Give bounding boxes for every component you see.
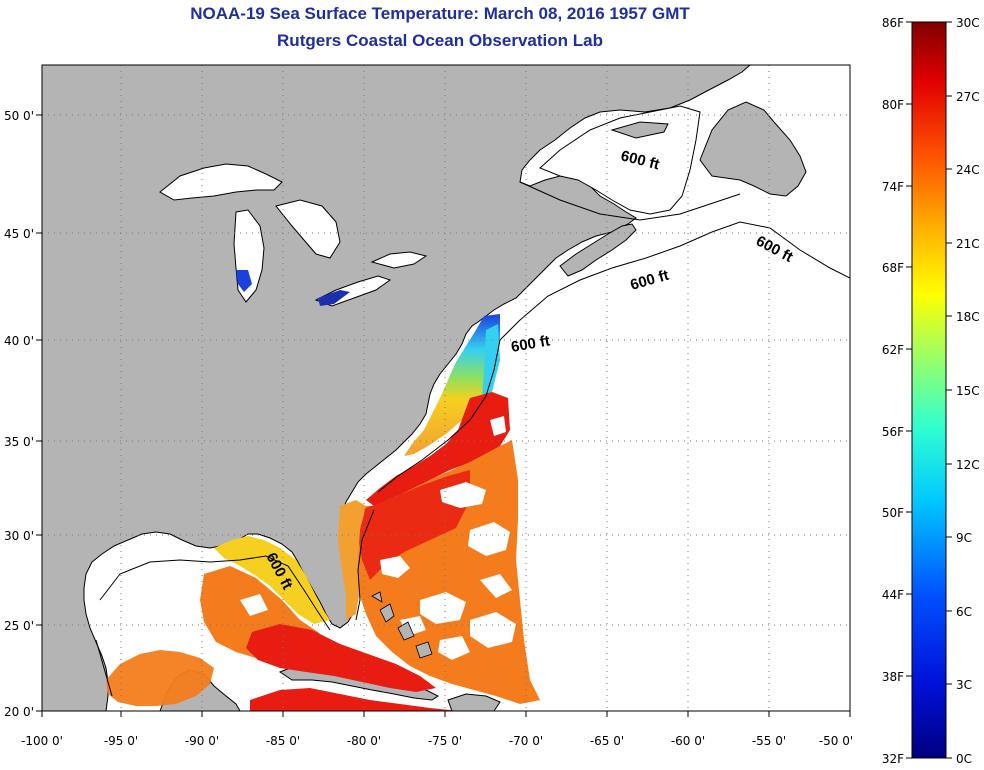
colorbar-f-label: 32F xyxy=(882,752,904,766)
lake-superior xyxy=(159,163,283,201)
sst-inner-cyan xyxy=(482,324,500,400)
lat-label: 50 0' xyxy=(4,109,34,123)
colorbar-c-label: 12C xyxy=(956,458,980,472)
map-layers: 600 ft 600 ft 600 ft 600 ft 600 ft xyxy=(42,65,850,711)
colorbar-f-label: 62F xyxy=(882,343,904,357)
lon-label: -85 0' xyxy=(266,734,300,748)
land-hispaniola xyxy=(447,693,501,711)
land-anticosti xyxy=(610,121,669,139)
land-newfoundland xyxy=(699,101,807,197)
colorbar-f-label: 50F xyxy=(882,506,904,520)
lat-label: 25 0' xyxy=(4,619,34,633)
sst-caribbean-red xyxy=(246,624,436,692)
lon-label: -75 0' xyxy=(428,734,462,748)
colorbar-f-label: 68F xyxy=(882,261,904,275)
lon-label: -90 0' xyxy=(185,734,219,748)
colorbar-c-label: 9C xyxy=(956,531,972,545)
lake-michigan-cold xyxy=(236,270,252,292)
colorbar xyxy=(911,21,947,759)
colorbar-c-label: 0C xyxy=(956,752,972,766)
lon-label: -95 0' xyxy=(104,734,138,748)
colorbar-c-label: 27C xyxy=(956,90,980,104)
lat-label: 30 0' xyxy=(4,529,34,543)
lake-huron xyxy=(275,199,341,259)
bahamas xyxy=(371,591,433,659)
sst-shelf-cold xyxy=(404,314,500,456)
colorbar-c-label: 30C xyxy=(956,16,980,30)
colorbar-c-label: 21C xyxy=(956,237,980,251)
lon-label: -55 0' xyxy=(752,734,786,748)
lon-label: -65 0' xyxy=(590,734,624,748)
colorbar-f-label: 86F xyxy=(882,16,904,30)
sst-gulf-east xyxy=(214,536,330,624)
cloud-gaps xyxy=(240,416,516,660)
lon-label: -60 0' xyxy=(671,734,705,748)
contour-label: 600 ft xyxy=(510,332,552,356)
land-north-america xyxy=(42,65,751,711)
lon-label: -70 0' xyxy=(509,734,543,748)
colorbar-c-label: 18C xyxy=(956,310,980,324)
lat-label: 45 0' xyxy=(4,227,34,241)
sst-gulf-west xyxy=(106,650,214,706)
land-nova-scotia xyxy=(559,223,637,277)
sst-gulfstream-north xyxy=(366,392,510,506)
lon-label: -100 0' xyxy=(21,734,63,748)
lat-label: 35 0' xyxy=(4,435,34,449)
isobath-600ft xyxy=(95,181,850,697)
lat-label: 40 0' xyxy=(4,334,34,348)
colorbar-c-label: 3C xyxy=(956,678,972,692)
colorbar-c-label: 24C xyxy=(956,163,980,177)
colorbar-c-label: 6C xyxy=(956,605,972,619)
sst-caribbean-south xyxy=(250,688,460,711)
map-frame xyxy=(41,64,851,712)
axis-ticks xyxy=(36,114,851,717)
colorbar-f-label: 44F xyxy=(882,588,904,602)
lon-label: -80 0' xyxy=(347,734,381,748)
colorbar-f-label: 56F xyxy=(882,425,904,439)
lake-ontario xyxy=(370,251,428,269)
colorbar-f-label: 74F xyxy=(882,180,904,194)
colorbar-f-label: 80F xyxy=(882,98,904,112)
colorbar-ticks xyxy=(906,21,952,759)
colorbar-c-label: 15C xyxy=(956,384,980,398)
map-subtitle: Rutgers Coastal Ocean Observation Lab xyxy=(277,31,603,50)
colorbar-f-label: 38F xyxy=(882,670,904,684)
lake-erie-cold xyxy=(318,290,350,306)
map-title: NOAA-19 Sea Surface Temperature: March 0… xyxy=(190,4,690,23)
lon-label: -50 0' xyxy=(819,734,853,748)
lat-label: 20 0' xyxy=(4,705,34,719)
